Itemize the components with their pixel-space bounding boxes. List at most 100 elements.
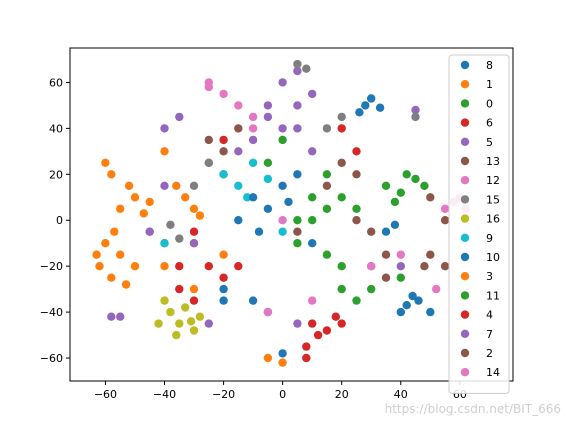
scatter-point [121,280,131,289]
legend-marker [460,156,470,166]
scatter-point [219,250,228,259]
scatter-point [248,124,258,133]
scatter-point [293,124,302,133]
scatter-point [293,319,302,328]
y-tick-label: 20 [49,168,63,181]
scatter-point [234,181,243,190]
scatter-point [420,181,429,190]
scatter-point [411,174,420,184]
legend-marker [460,348,470,358]
scatter-point [234,147,243,156]
scatter-point [411,112,420,122]
scatter-point [367,227,376,236]
scatter-point [263,353,273,363]
scatter-point [107,273,116,282]
y-tick-label: 0 [56,214,63,227]
scatter-point [293,227,302,236]
scatter-point [145,227,154,236]
y-tick-label: 40 [49,122,63,135]
scatter-point [130,262,140,271]
scatter-point [107,312,116,321]
scatter-point [278,124,287,133]
scatter-point [110,227,119,236]
scatter-point [414,296,423,305]
scatter-point [381,227,391,236]
scatter-point [204,319,213,328]
scatter-point [381,250,391,259]
scatter-point [263,158,273,167]
scatter-point [337,124,346,133]
scatter-point [219,147,228,156]
scatter-point [278,227,287,236]
scatter-point [308,216,317,225]
scatter-point [402,170,411,179]
y-tick-label: 60 [49,76,63,89]
legend-marker [460,329,470,338]
scatter-point [352,204,361,213]
scatter-point [234,216,243,225]
scatter-point [302,342,311,351]
legend-label: 3 [486,270,493,283]
legend-marker [460,195,470,204]
scatter-point [278,216,287,225]
legend-marker [460,80,470,89]
scatter-point [432,284,441,294]
legend-label: 13 [486,155,500,168]
scatter-point [166,220,175,229]
scatter-point [337,112,346,122]
scatter-point [367,262,376,271]
scatter-point [322,124,332,133]
legend-label: 7 [486,328,493,341]
scatter-point [254,227,264,236]
legend-marker [460,310,470,319]
y-tick-label: −20 [40,260,63,273]
scatter-point [248,193,258,202]
scatter-point [390,220,400,229]
scatter-point [219,284,228,294]
scatter-point [293,216,302,225]
scatter-point [440,216,450,225]
scatter-point [440,262,450,271]
scatter-point [204,262,213,271]
scatter-point [175,112,184,122]
scatter-point [145,197,154,207]
scatter-point [219,296,228,305]
scatter-point [219,170,228,179]
scatter-point [263,101,273,110]
scatter-point [278,358,287,367]
scatter-point [308,296,317,305]
scatter-point [263,112,273,122]
scatter-point [204,135,213,145]
watermark: https://blog.csdn.net/BIT_666 [384,402,561,416]
scatter-point [181,303,190,312]
scatter-point [243,193,252,202]
scatter-point [402,301,411,310]
legend-label: 11 [486,289,500,302]
scatter-point [107,170,116,179]
y-tick-label: −60 [40,352,63,365]
scatter-point [322,204,332,213]
scatter-point [189,239,199,248]
scatter-point [408,291,417,301]
scatter-point [396,262,405,271]
scatter-point [293,59,302,69]
legend-marker [460,60,470,70]
scatter-point [248,158,258,167]
scatter-point [175,234,184,243]
x-tick-label: −60 [94,388,117,401]
scatter-point [293,101,302,110]
x-tick-label: −20 [212,388,235,401]
legend-label: 15 [486,193,500,206]
y-axis: −60 −40 −20 0 20 40 60 [40,76,70,365]
scatter-point [308,147,317,156]
scatter-point [396,307,405,317]
scatter-point [284,197,293,207]
scatter-point [95,262,104,271]
scatter-point [219,89,228,99]
plot-frame [69,47,514,382]
scatter-point [189,326,199,335]
scatter-point [189,227,199,236]
scatter-point [337,262,346,271]
